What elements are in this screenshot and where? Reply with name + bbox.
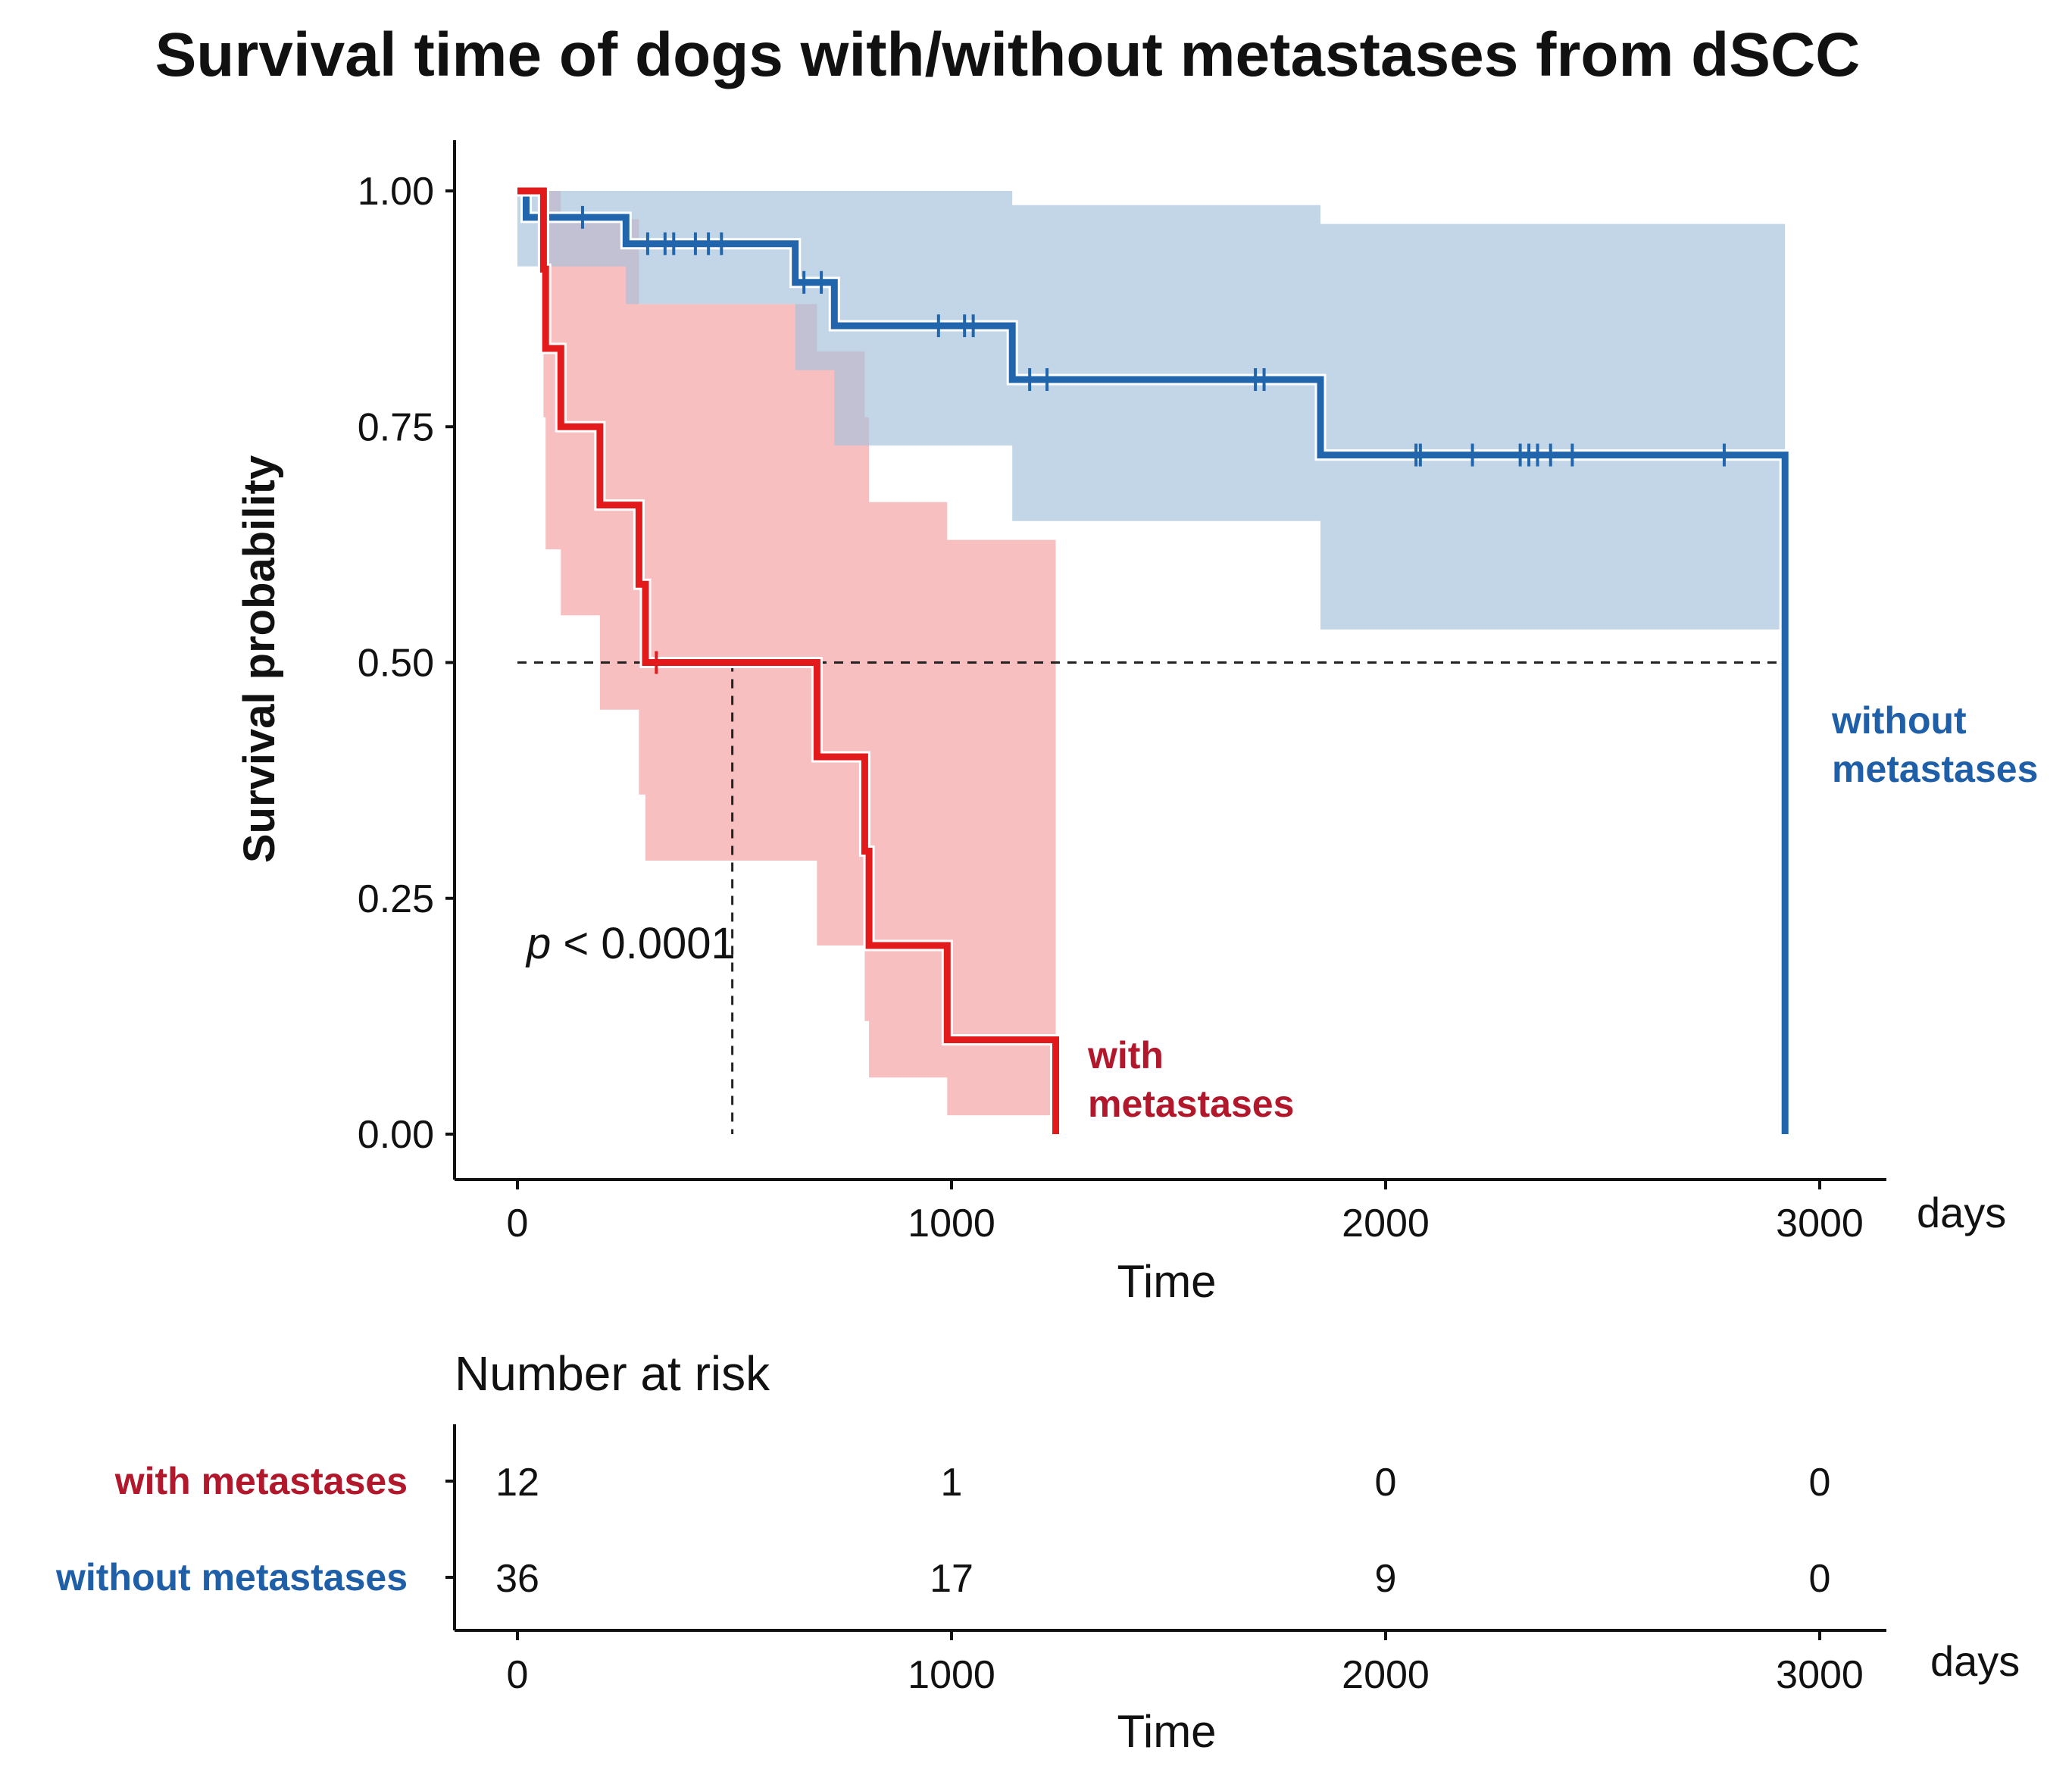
risk-count-without-metastases: 9 [1375, 1557, 1397, 1601]
risk-row-label-without-metastases: without metastases [55, 1556, 408, 1599]
risk-count-without-metastases: 17 [930, 1557, 973, 1601]
x-axis-unit: days [1917, 1189, 2006, 1236]
p-value-symbol: p [525, 919, 551, 968]
survival-curves [517, 185, 1791, 1134]
x-axis-label: Time [1117, 1256, 1216, 1307]
risk-x-tick-label: 0 [507, 1653, 529, 1697]
risk-count-with-metastases: 1 [941, 1461, 963, 1505]
survival-curve-with-metastases [517, 187, 1059, 1134]
chart-title: Survival time of dogs with/without metas… [155, 20, 1861, 89]
series-label-with-line2: metastases [1088, 1083, 1294, 1125]
risk-count-with-metastases: 12 [495, 1461, 539, 1505]
ci-band-with-metastases [517, 191, 1056, 1116]
y-tick-label: 0.00 [358, 1113, 434, 1157]
y-axis-label: Survival probability [235, 455, 284, 863]
y-axis-ticks: 0.00 0.25 0.50 0.75 1.00 [358, 170, 455, 1157]
p-value-text: < 0.0001 [563, 919, 735, 968]
series-label-without-metastases: without metastases [1831, 699, 2038, 790]
y-tick-label: 0.50 [358, 642, 434, 686]
survival-plot-area: 0.00 0.25 0.50 0.75 1.00 0 1000 2000 3000 Survi… [235, 140, 2038, 1307]
censor-marks [580, 205, 1726, 674]
x-axis-ticks: 0 1000 2000 3000 [507, 1180, 1864, 1245]
risk-x-axis-ticks: 0 1000 2000 3000 [507, 1630, 1864, 1697]
x-tick-label: 0 [507, 1202, 529, 1245]
risk-x-axis-unit: days [1930, 1637, 2020, 1685]
risk-row-label-with-metastases: with metastases [114, 1460, 408, 1502]
risk-table-rows: with metastases 12 1 0 0 without metastases 36… [55, 1460, 1830, 1601]
risk-table-title: Number at risk [455, 1346, 770, 1401]
y-tick-label: 0.75 [358, 405, 434, 449]
x-tick-label: 1000 [908, 1202, 995, 1245]
y-tick-label: 0.25 [358, 877, 434, 921]
risk-count-without-metastases: 0 [1809, 1557, 1831, 1601]
y-tick-label: 1.00 [358, 170, 434, 214]
series-label-with-line1: with [1087, 1034, 1164, 1077]
risk-table: Number at risk with metastases 12 1 0 0 witho… [55, 1346, 2020, 1757]
risk-count-without-metastases: 36 [495, 1557, 539, 1601]
risk-x-axis-label: Time [1117, 1706, 1216, 1757]
series-label-without-line1: without [1831, 699, 1967, 742]
series-label-with-metastases: with metastases [1087, 1034, 1294, 1125]
x-tick-label: 2000 [1342, 1202, 1430, 1245]
risk-x-tick-label: 3000 [1776, 1653, 1864, 1697]
p-value-annotation: p < 0.0001 [525, 919, 736, 968]
survival-curve-without-metastases [517, 187, 1789, 1134]
risk-x-tick-label: 2000 [1342, 1653, 1430, 1697]
risk-x-tick-label: 1000 [908, 1653, 995, 1697]
x-tick-label: 3000 [1776, 1202, 1864, 1245]
risk-count-with-metastases: 0 [1375, 1461, 1397, 1505]
risk-count-with-metastases: 0 [1809, 1461, 1831, 1505]
series-label-without-line2: metastases [1832, 748, 2038, 790]
